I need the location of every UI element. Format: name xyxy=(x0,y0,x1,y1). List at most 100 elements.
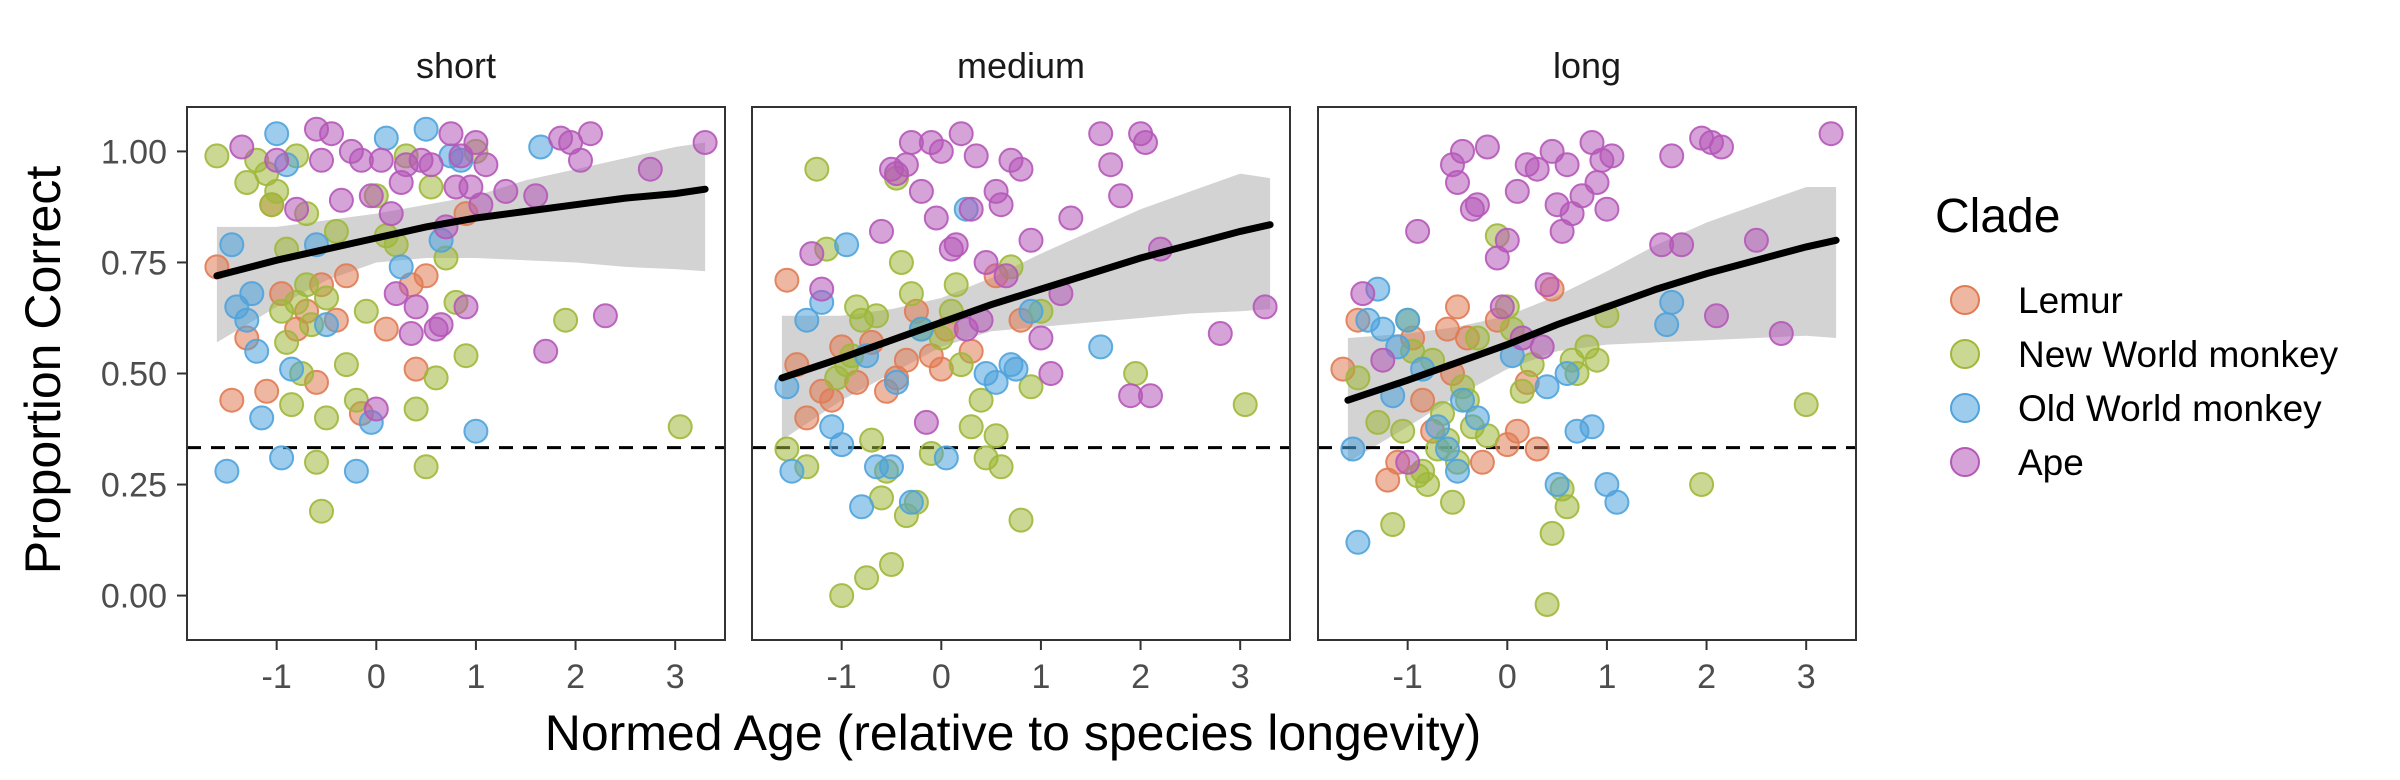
data-point xyxy=(463,418,489,444)
data-point xyxy=(893,152,919,178)
data-point xyxy=(418,174,444,200)
data-point xyxy=(908,178,934,204)
data-point xyxy=(1425,414,1451,440)
data-point xyxy=(383,281,409,307)
data-point xyxy=(249,405,275,431)
data-point xyxy=(279,356,305,382)
data-point xyxy=(413,116,439,142)
data-point xyxy=(854,565,880,591)
x-tick-label: 2 xyxy=(1131,658,1150,696)
x-tick-label: 3 xyxy=(666,658,685,696)
data-point xyxy=(958,196,984,222)
panel-title: medium xyxy=(957,45,1085,86)
data-point xyxy=(1659,289,1685,315)
data-point xyxy=(1395,449,1421,475)
data-point xyxy=(1464,405,1490,431)
data-point xyxy=(1018,374,1044,400)
data-point xyxy=(1445,458,1470,484)
data-point xyxy=(948,121,974,147)
data-point xyxy=(1554,152,1580,178)
data-point xyxy=(1232,392,1258,418)
data-point xyxy=(493,178,519,204)
data-point xyxy=(1008,507,1034,533)
data-point xyxy=(898,281,924,307)
data-point xyxy=(219,387,245,413)
legend-item-lemur: Lemur xyxy=(1950,280,2123,321)
data-point xyxy=(1445,294,1470,320)
data-point xyxy=(1659,143,1685,169)
legend-label: Old World monkey xyxy=(2018,388,2322,429)
data-point xyxy=(523,183,549,209)
data-point xyxy=(1534,592,1560,617)
data-point xyxy=(1539,520,1565,546)
data-point xyxy=(1584,347,1610,373)
data-point xyxy=(333,263,359,289)
data-point xyxy=(553,307,579,333)
x-tick-label: -1 xyxy=(262,658,292,696)
legend-label: Ape xyxy=(2018,442,2084,483)
data-point xyxy=(983,423,1009,449)
x-tick-label: 0 xyxy=(367,658,386,696)
data-point xyxy=(284,196,310,222)
data-point xyxy=(343,458,369,484)
data-point xyxy=(1098,152,1124,178)
data-point xyxy=(1445,170,1470,195)
y-tick-label: 0.00 xyxy=(101,578,167,616)
data-point xyxy=(319,121,344,147)
legend-item-ape: Ape xyxy=(1950,442,2084,483)
y-axis-title: Proportion Correct xyxy=(15,166,71,575)
data-point xyxy=(309,147,334,173)
data-point xyxy=(1604,489,1630,515)
panel-medium: medium -1 0 1 2 3 xyxy=(751,45,1291,696)
data-point xyxy=(963,143,989,169)
data-point xyxy=(1709,134,1734,160)
data-point xyxy=(1544,472,1570,497)
data-point xyxy=(388,254,414,280)
data-point xyxy=(438,121,464,147)
data-point xyxy=(898,489,924,515)
data-point xyxy=(988,192,1014,218)
legend-item-old-world-monkey: Old World monkey xyxy=(1950,388,2322,429)
data-point xyxy=(1594,196,1620,222)
data-point xyxy=(264,147,290,173)
x-tick-label: 1 xyxy=(1597,658,1616,696)
x-tick-label: 1 xyxy=(1031,658,1050,696)
data-point xyxy=(1038,361,1064,386)
fit-line xyxy=(213,185,709,280)
x-tick-label: 2 xyxy=(566,658,585,696)
fit-line xyxy=(778,221,1274,382)
data-point xyxy=(958,414,984,440)
data-point xyxy=(692,130,718,155)
y-tick-label: 0.25 xyxy=(101,467,167,505)
data-point xyxy=(799,241,825,267)
x-tick-label: 3 xyxy=(1231,658,1250,696)
data-point xyxy=(1003,356,1029,382)
data-point xyxy=(1435,436,1460,462)
data-point xyxy=(928,138,954,164)
data-point xyxy=(373,125,399,151)
data-point xyxy=(403,396,429,422)
data-point xyxy=(1123,361,1149,386)
panel-border xyxy=(1317,106,1857,641)
data-point xyxy=(1395,307,1421,333)
data-point xyxy=(983,369,1009,395)
data-point xyxy=(204,143,230,169)
data-point xyxy=(794,405,820,431)
data-point xyxy=(1704,303,1729,329)
x-tick-label: 3 xyxy=(1797,658,1816,696)
data-point xyxy=(1207,321,1233,346)
data-point xyxy=(314,285,339,311)
data-point xyxy=(1108,183,1134,209)
data-point xyxy=(244,338,270,364)
data-point xyxy=(304,449,329,475)
data-point xyxy=(779,458,805,484)
data-point xyxy=(413,454,439,480)
data-point xyxy=(834,232,860,258)
data-point xyxy=(1365,409,1391,435)
data-point xyxy=(1504,178,1530,204)
panels: short -1 0 1 2 3 0.00 0.25 0.50 0.75 1.00 medium -1 0… xyxy=(101,45,1857,696)
data-point xyxy=(1584,170,1610,195)
data-point xyxy=(888,250,914,275)
data-point xyxy=(1450,138,1475,164)
legend-swatch xyxy=(1950,393,1980,423)
